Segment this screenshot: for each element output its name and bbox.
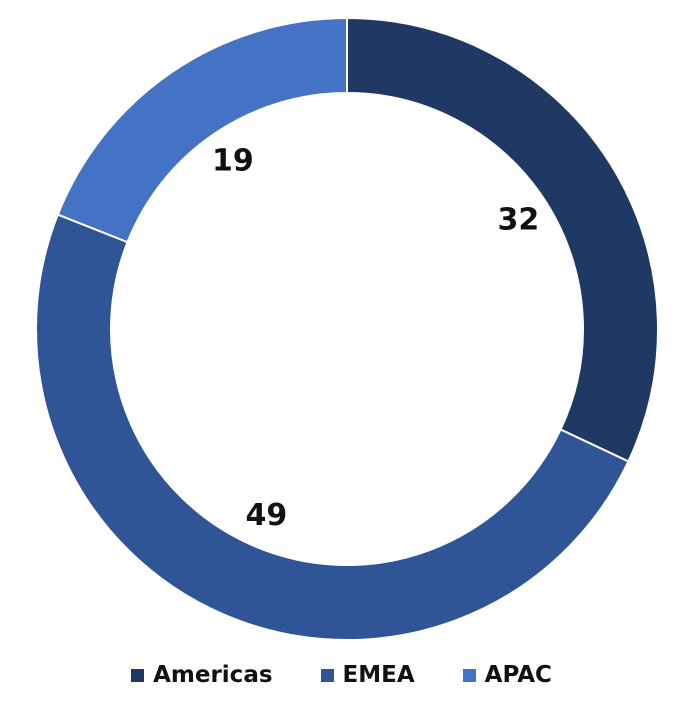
donut-chart-plot: 32 49 19: [35, 16, 659, 641]
donut-slice-emea: [35, 213, 630, 641]
legend-label: Americas: [153, 662, 273, 688]
donut-slice-apac: [56, 16, 348, 244]
legend-swatch: [320, 668, 334, 682]
donut-slice-americas: [346, 16, 659, 463]
legend-item-emea: EMEA: [320, 662, 415, 688]
legend-item-apac: APAC: [462, 662, 552, 688]
legend-swatch: [462, 668, 476, 682]
legend-label: APAC: [484, 662, 552, 688]
legend-swatch: [131, 668, 145, 682]
legend-label: EMEA: [342, 662, 415, 688]
data-label-emea: 49: [246, 498, 288, 533]
data-label-apac: 19: [212, 144, 254, 179]
legend-item-americas: Americas: [131, 662, 273, 688]
data-label-americas: 32: [498, 203, 540, 238]
chart-legend: Americas EMEA APAC: [0, 658, 683, 692]
